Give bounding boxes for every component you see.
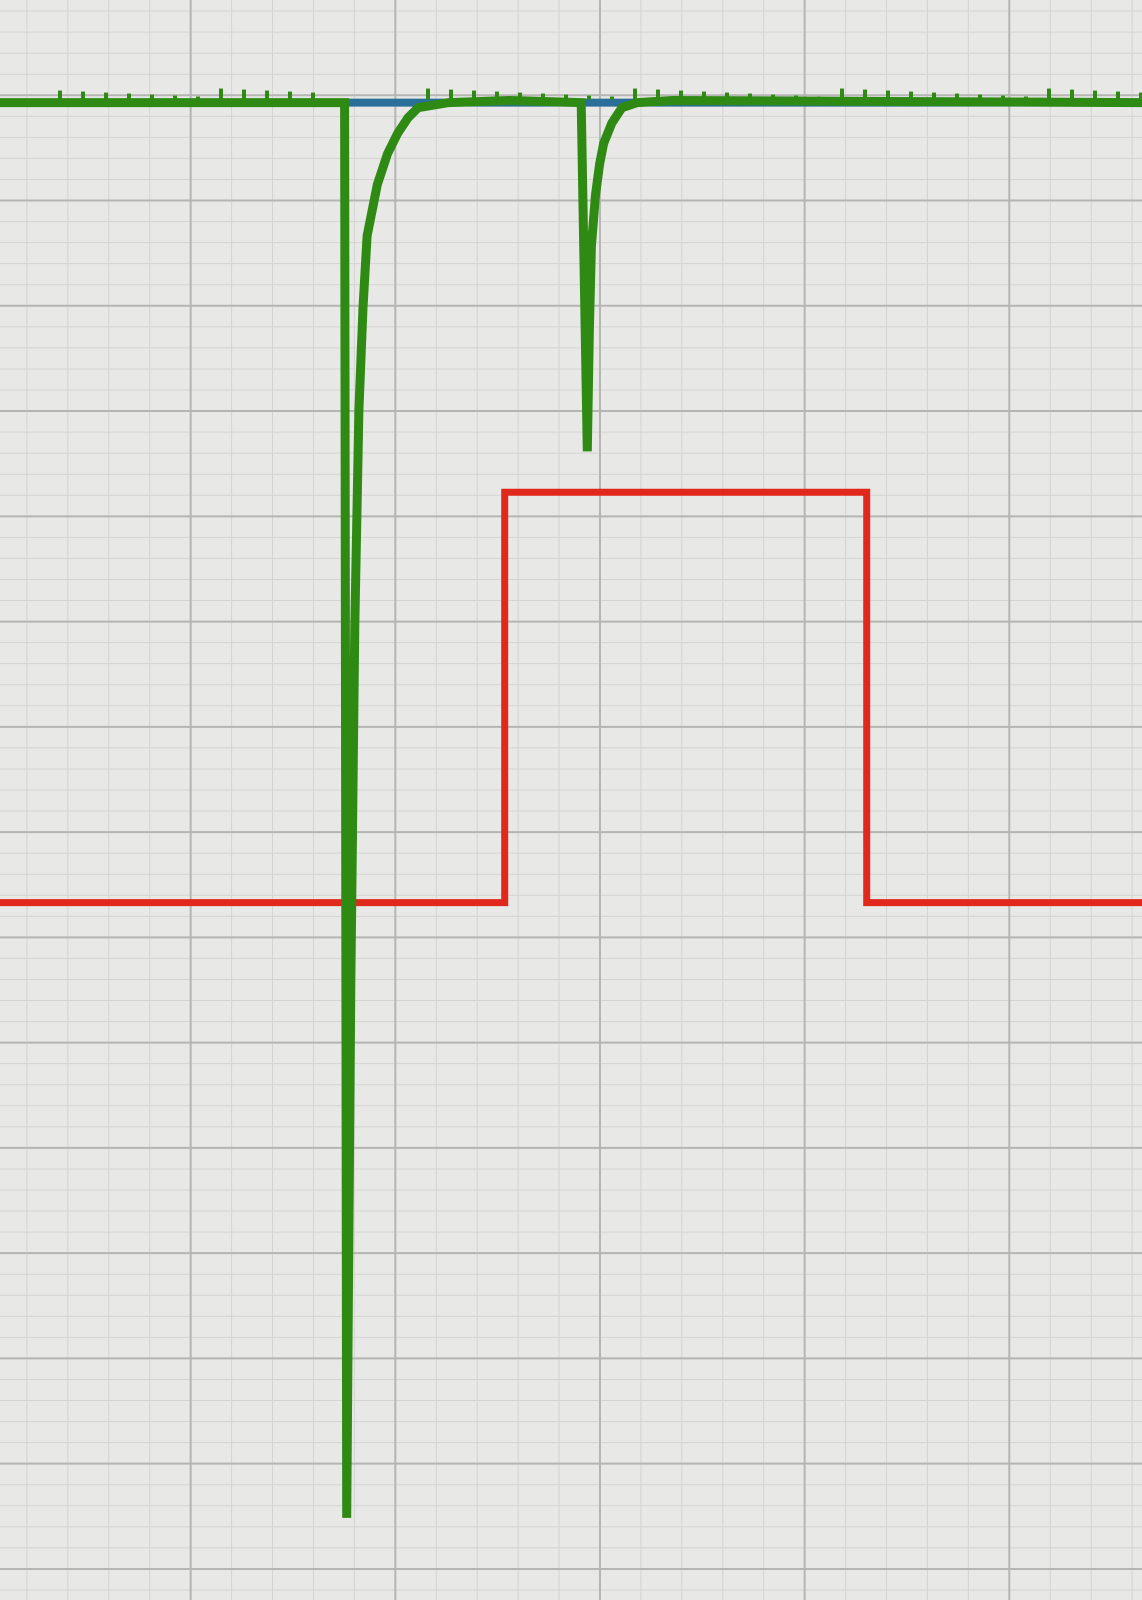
pulse-trace <box>0 488 1142 907</box>
traces <box>0 88 1142 1518</box>
signal-trace <box>0 95 1142 1518</box>
baseline-noise <box>58 88 1142 100</box>
